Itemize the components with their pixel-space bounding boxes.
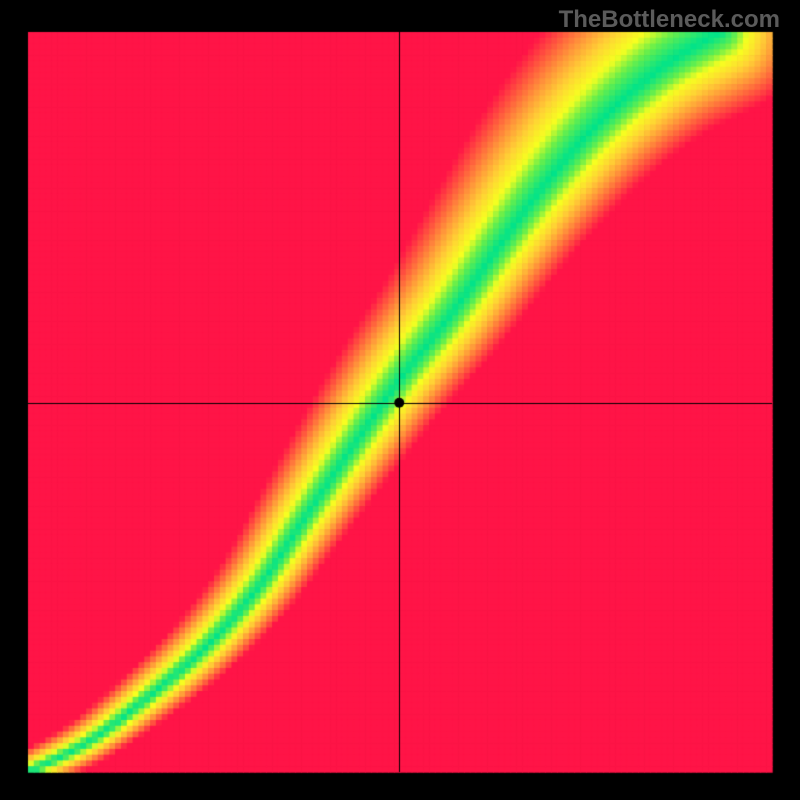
bottleneck-heatmap [0, 0, 800, 800]
chart-container: TheBottleneck.com [0, 0, 800, 800]
watermark-text: TheBottleneck.com [559, 6, 780, 34]
